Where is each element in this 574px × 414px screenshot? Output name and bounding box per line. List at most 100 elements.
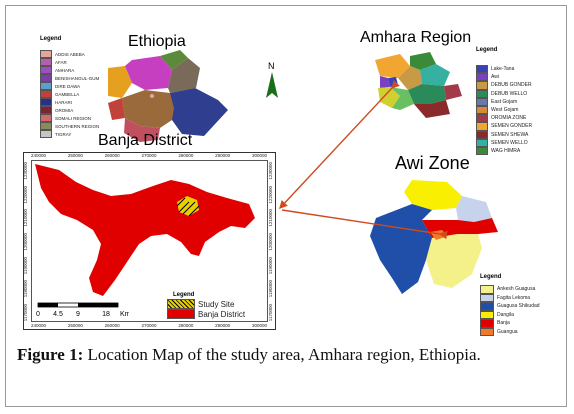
awi-legend-title: Legend (480, 274, 502, 280)
awi-legend-item: Banja (480, 319, 565, 328)
ethiopia-legend-item: TIGRAY (40, 130, 120, 138)
banja-tick-label: 270000 (141, 323, 157, 328)
amhara-legend-item: SEMEN SHEWA (476, 130, 561, 139)
banja-tick-label: 250000 (67, 153, 83, 158)
awi-legend-swatch (480, 327, 494, 336)
awi-legend-label: Guagusa Shikudad (497, 303, 540, 310)
amhara-legend: Lake-Tana Awi DEBUB GONDER DEBUB WELLO East … (476, 65, 561, 156)
ethiopia-legend-item: AMHARA (40, 66, 120, 74)
ethiopia-legend-item: SOMALI REGION (40, 114, 120, 122)
banja-tick-label: 260000 (104, 323, 120, 328)
banja-tick-label: 300000 (252, 323, 268, 328)
amhara-legend-swatch (476, 130, 488, 139)
awi-fagita-lekoma (456, 196, 492, 222)
banja-legend-label: Banja District (198, 309, 246, 319)
amhara-legend-swatch (476, 114, 488, 123)
awi-guagusa-shikudad (370, 204, 432, 294)
banja-map-inner (31, 160, 268, 322)
amhara-debub-wello (408, 84, 446, 104)
amhara-legend-title: Legend (476, 47, 498, 53)
amhara-legend-swatch (476, 105, 488, 115)
ethiopia-legend-label: AMHARA (55, 67, 75, 73)
ethiopia-legend-item: HARARI (40, 98, 120, 106)
awi-ankesh-guagusa (426, 234, 482, 288)
amhara-legend-item: Lake-Tana (476, 65, 561, 74)
awi-legend-item: Fagita Lekoma (480, 293, 565, 302)
ethiopia-legend-swatch (40, 114, 52, 122)
ethiopia-legend-label: GAMBELLA (55, 91, 80, 97)
amhara-legend-item: SEMEN GONDER (476, 122, 561, 131)
caption-text: Location Map of the study area, Amhara r… (87, 345, 481, 364)
banja-tick-label: 280000 (178, 323, 194, 328)
awi-dangila (404, 180, 462, 210)
banja-scale-label-0: 0 (36, 311, 40, 318)
amhara-semen-gonder (375, 54, 410, 78)
ethiopia-legend-item: SOUTHERN REGION (40, 122, 120, 130)
amhara-legend-label: SEMEN SHEWA (491, 131, 529, 138)
amhara-legend-swatch (476, 73, 488, 82)
ethiopia-legend-label: ADDIS ABEBA (55, 51, 85, 57)
banja-scale-label-9: 9 (76, 311, 80, 318)
awi-legend-item: Ankesh Guagusa (480, 285, 565, 294)
amhara-legend-swatch (476, 97, 488, 106)
awi-legend-swatch (480, 293, 494, 302)
amhara-title: Amhara Region (360, 29, 472, 46)
ethiopia-legend-swatch (40, 66, 52, 74)
awi-legend: Ankesh Guagusa Fagita Lekoma Guagusa Shiku… (480, 285, 565, 336)
ethiopia-legend-swatch (40, 90, 52, 98)
amhara-legend-swatch (476, 81, 488, 90)
ethiopia-legend-label: AFAR (55, 59, 67, 65)
ethiopia-benishangul-region (108, 66, 132, 98)
banja-legend: Study Site Banja District (167, 299, 277, 319)
banja-map-frame (23, 152, 276, 330)
banja-tick-label: 280000 (178, 153, 194, 158)
amhara-legend-label: SEMEN WELLO (491, 139, 528, 146)
awi-legend-item: Guangua (480, 327, 565, 336)
ethiopia-legend-swatch (40, 74, 52, 82)
ethiopia-legend-label: BENISHANGUL-GUM (55, 75, 100, 81)
banja-x-ticks-top: 240000 250000 260000 270000 280000 290000 3000… (31, 152, 268, 160)
ethiopia-legend-swatch (40, 106, 52, 114)
ethiopia-amhara-region (125, 56, 172, 90)
ethiopia-southern-region (124, 118, 160, 142)
ethiopia-addis-ababa (150, 94, 154, 98)
ethiopia-legend-item: DIRE DAWA (40, 82, 120, 90)
banja-tick-label: 300000 (252, 153, 268, 158)
amhara-legend-label: West Gojam (491, 107, 519, 114)
amhara-semen-wello (420, 64, 450, 86)
ethiopia-legend-label: SOUTHERN REGION (55, 123, 100, 129)
amhara-legend-label: DEBUB WELLO (491, 90, 528, 97)
ethiopia-legend-item: ADDIS ABEBA (40, 50, 120, 58)
amhara-legend-item: East Gojam (476, 97, 561, 106)
ethiopia-legend-label: SOMALI REGION (55, 115, 92, 121)
awi-legend-item: Guagusa Shikudad (480, 302, 565, 311)
arrow-amhara-to-banja (279, 80, 400, 210)
ethiopia-afar-region (168, 58, 200, 93)
amhara-legend-swatch (476, 122, 488, 131)
ethiopia-legend-swatch (40, 82, 52, 90)
banja-district-shape (35, 164, 255, 296)
amhara-legend-label: Lake-Tana (491, 66, 515, 73)
banja-legend-swatch (167, 309, 195, 319)
banja-legend-item: Banja District (167, 309, 277, 319)
amhara-legend-label: WAG HIMRA (491, 147, 521, 154)
ethiopia-legend-label: HARARI (55, 99, 73, 105)
amhara-legend-swatch (476, 146, 488, 156)
awi-legend-swatch (480, 285, 494, 294)
amhara-legend-item: WAG HIMRA (476, 146, 561, 156)
amhara-legend-swatch (476, 89, 488, 98)
ethiopia-legend-label: DIRE DAWA (55, 83, 81, 89)
awi-title: Awi Zone (395, 153, 470, 173)
amhara-legend-label: East Gojam (491, 98, 518, 105)
ethiopia-legend-item: OROMIA (40, 106, 120, 114)
banja-legend-item: Study Site (167, 299, 277, 309)
amhara-legend-label: DEBUB GONDER (491, 82, 532, 89)
amhara-legend-item: SEMEN WELLO (476, 138, 561, 147)
svg-text:N: N (268, 61, 275, 71)
amhara-legend-label: OROMIA ZONE (491, 115, 527, 122)
ethiopia-legend-title: Legend (40, 36, 62, 42)
amhara-legend-swatch (476, 65, 488, 74)
banja-tick-label: 260000 (104, 153, 120, 158)
ethiopia-gambella-region (108, 98, 125, 120)
